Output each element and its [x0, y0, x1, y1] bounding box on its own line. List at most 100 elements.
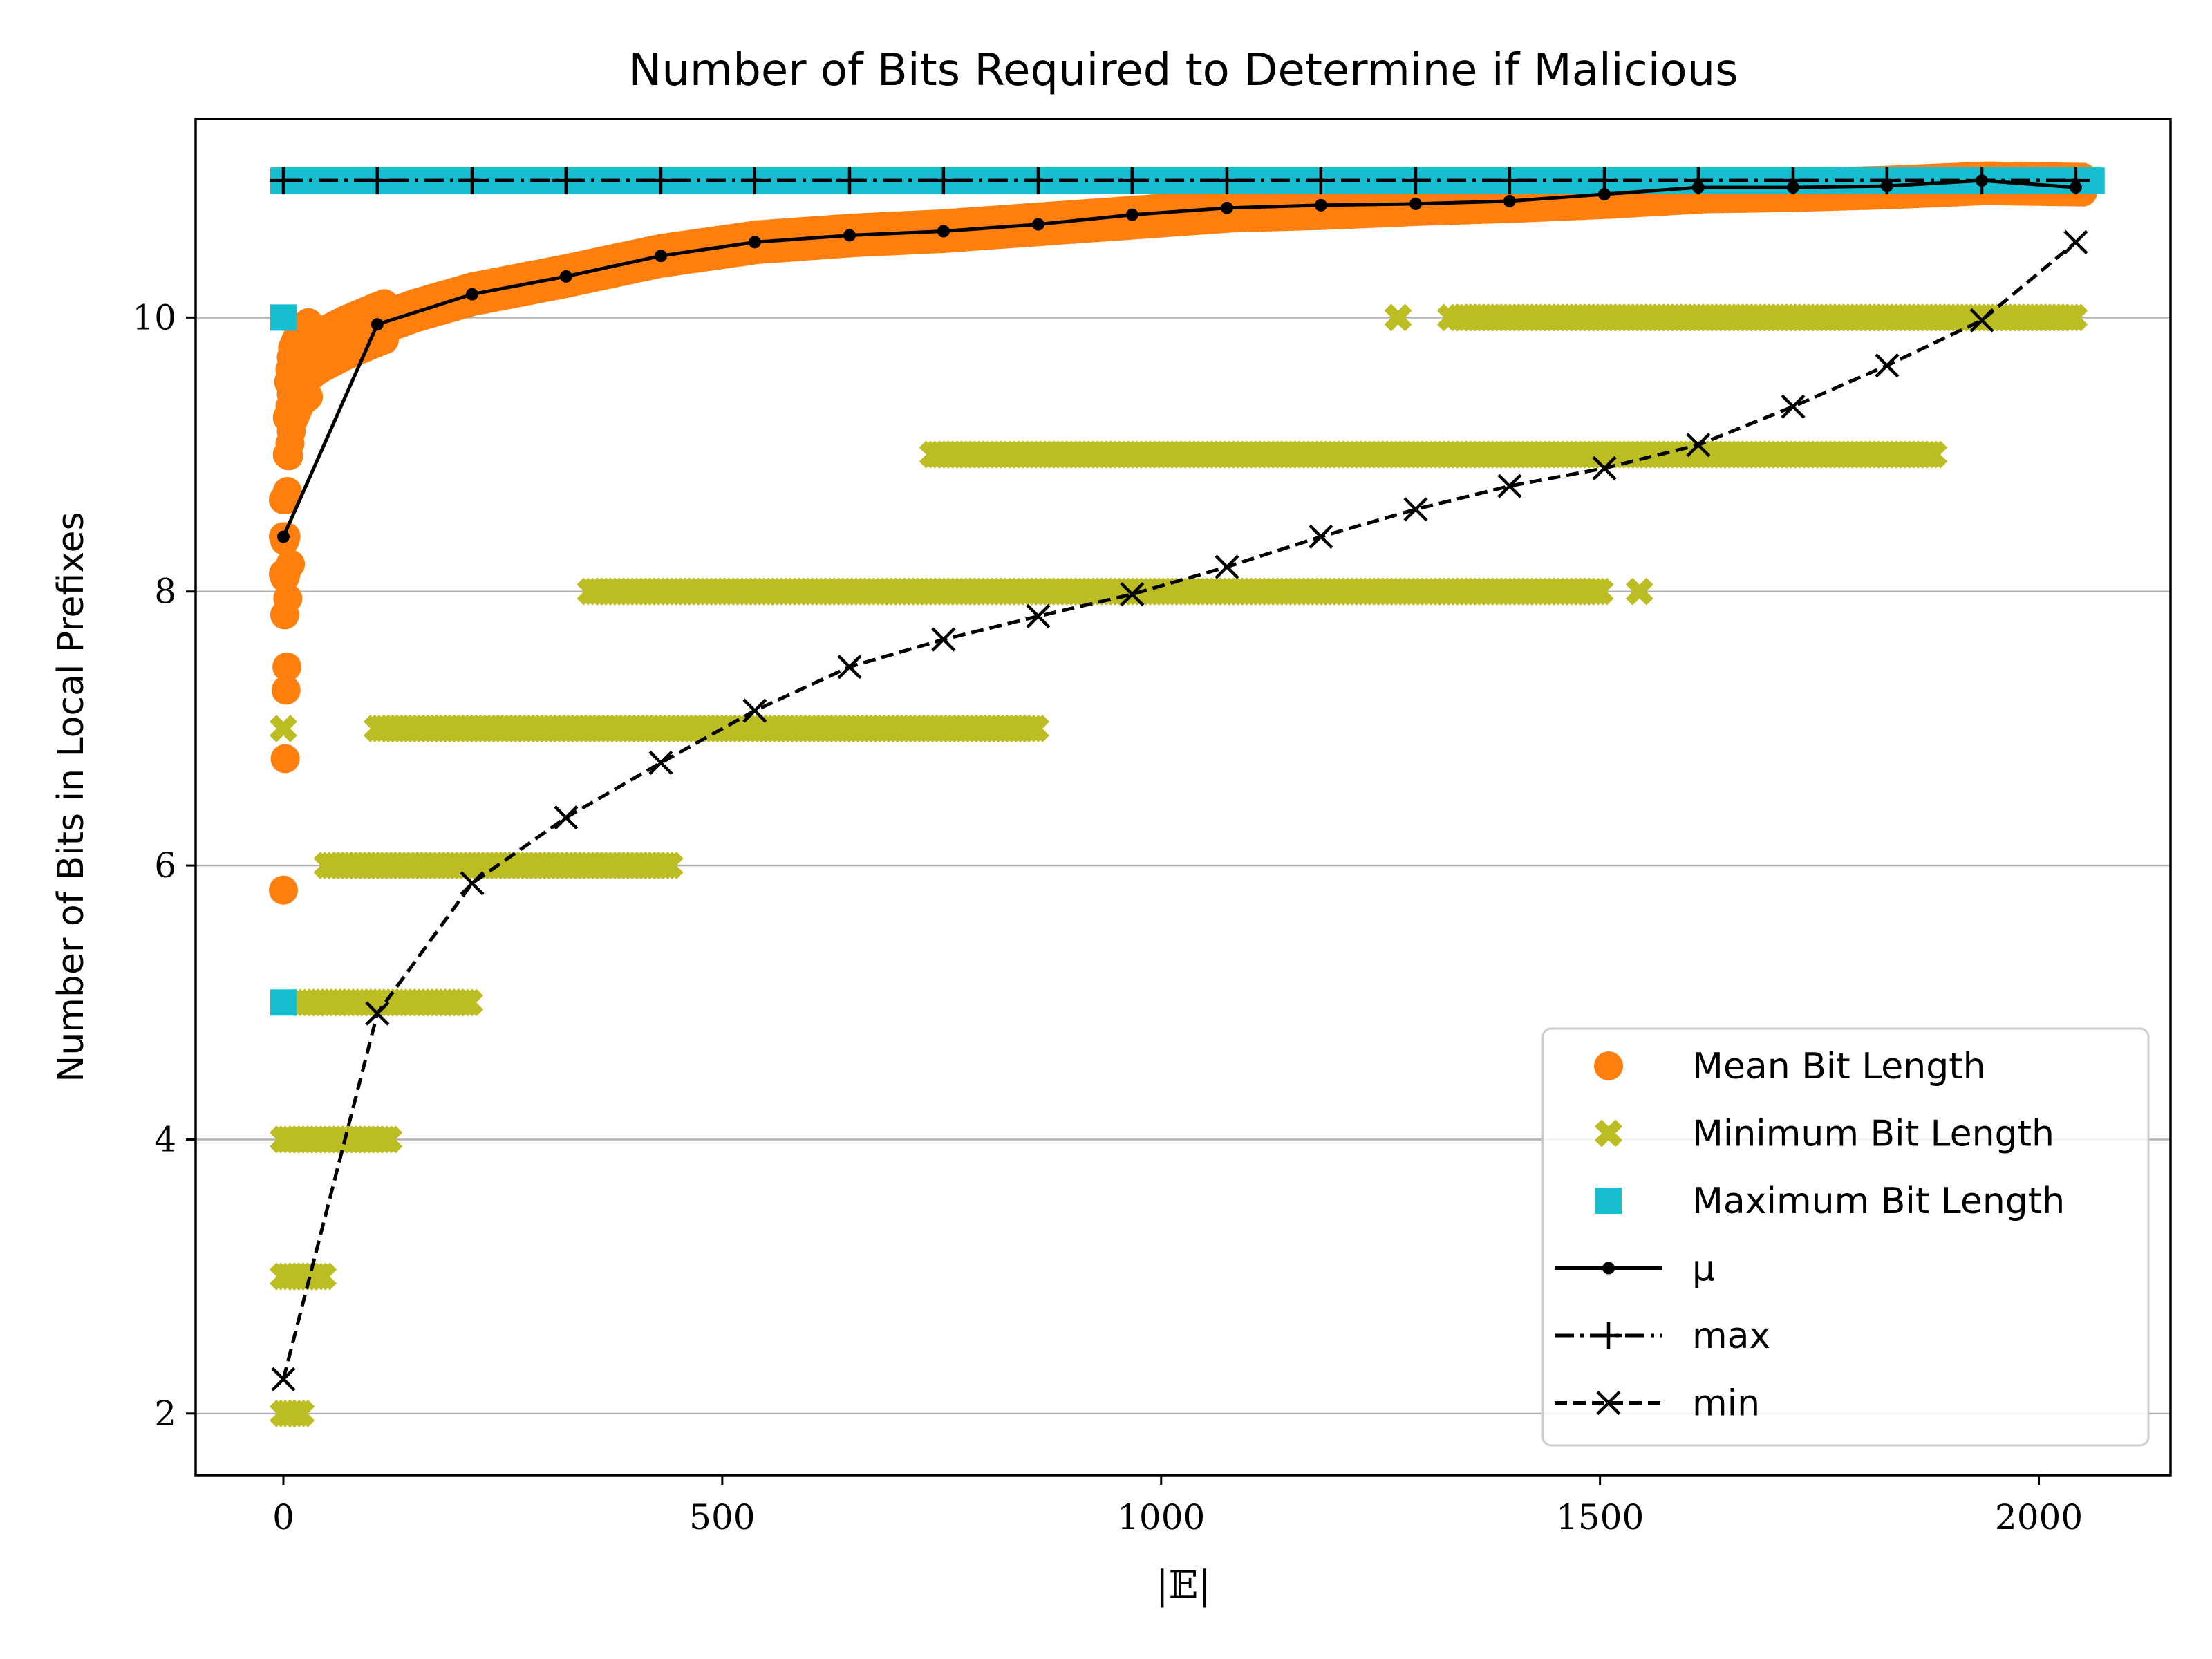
minimum-bit-length-point — [1436, 303, 1465, 332]
mu-marker — [371, 318, 384, 331]
minimum-bit-length-point — [1625, 577, 1653, 606]
min-marker — [837, 655, 862, 679]
max-marker — [1118, 167, 1146, 195]
x-axis-label: |𝔼| — [1156, 1563, 1211, 1608]
max-marker — [929, 167, 957, 195]
max-marker — [1968, 167, 1996, 195]
legend-maximum-label: Maximum Bit Length — [1692, 1181, 2065, 1222]
min-marker — [460, 871, 485, 896]
x-tick-label: 500 — [689, 1497, 755, 1537]
min-marker — [1026, 603, 1051, 628]
max-marker — [1590, 167, 1618, 195]
min-marker — [1215, 554, 1239, 579]
max-marker — [646, 167, 675, 195]
min-marker — [554, 805, 579, 830]
legend-minimum-swatch — [1595, 1119, 1622, 1147]
mu-marker — [1125, 208, 1138, 221]
x-tick-label: 2000 — [1995, 1497, 2083, 1537]
min-marker — [742, 698, 767, 723]
maximum-bit-length-series — [270, 167, 2105, 1016]
mean-bit-length-point — [272, 652, 302, 682]
mu-marker — [559, 270, 572, 283]
legend-maximum-swatch — [1595, 1188, 1622, 1214]
minimum-bit-length-point — [309, 1262, 337, 1291]
min-marker — [1781, 394, 1806, 419]
mu-marker — [1314, 198, 1327, 212]
y-tick-label: 10 — [132, 297, 176, 337]
x-tick-label: 1000 — [1117, 1497, 1205, 1537]
min-marker — [1309, 524, 1333, 550]
mu-marker — [465, 288, 478, 301]
mean-bit-length-point — [268, 875, 298, 905]
y-axis-label: Number of Bits in Local Prefixes — [50, 512, 92, 1082]
minimum-bit-length-point — [1586, 577, 1614, 606]
legend-mean-label: Mean Bit Length — [1692, 1046, 1986, 1087]
max-marker — [1401, 167, 1430, 195]
mu-marker — [1503, 194, 1516, 207]
minimum-bit-length-series — [270, 303, 2088, 1427]
legend: Mean Bit Length Minimum Bit Length Maximum… — [1541, 1027, 2150, 1447]
max-marker — [1306, 167, 1335, 195]
mu-marker — [843, 229, 856, 242]
mean-bit-length-point — [273, 583, 303, 613]
min-marker — [648, 750, 673, 776]
min-marker — [1875, 353, 1900, 378]
minimum-bit-length-point — [1022, 714, 1050, 742]
legend-box — [1541, 1027, 2150, 1447]
plot-frame — [194, 118, 2172, 1477]
mu-marker — [276, 530, 290, 543]
minimum-bit-length-point — [1384, 303, 1412, 332]
min-marker — [1403, 497, 1428, 522]
min-marker — [931, 627, 956, 652]
min-marker — [1686, 433, 1711, 458]
mean-bit-length-point — [276, 550, 306, 579]
min-marker — [1969, 308, 1994, 332]
mu-marker — [937, 225, 950, 238]
mu-line — [281, 178, 2077, 538]
chart-title: Number of Bits Required to Determine if … — [628, 45, 1738, 96]
max-marker — [552, 167, 580, 195]
min-marker — [2063, 229, 2088, 254]
y-tick-label: 8 — [154, 572, 176, 612]
legend-min-swatch-marker — [1596, 1390, 1621, 1416]
minimum-bit-length-point — [375, 1125, 403, 1154]
mu-marker — [748, 236, 761, 249]
min-line — [281, 241, 2077, 1380]
mu-marker — [1409, 197, 1422, 210]
max-marker — [1212, 167, 1241, 195]
max-marker — [1779, 167, 1807, 195]
legend-minimum-label: Minimum Bit Length — [1692, 1114, 2054, 1155]
x-tick-label: 1500 — [1556, 1497, 1644, 1537]
maximum-bit-length-point — [270, 304, 297, 331]
max-marker — [2061, 167, 2090, 195]
min-marker — [1497, 474, 1522, 498]
minimum-bit-length-point — [287, 1399, 315, 1427]
minimum-bit-length-point — [1902, 440, 1930, 469]
mean-bit-length-point — [270, 744, 300, 774]
summary-lines — [269, 167, 2090, 1391]
max-marker — [835, 167, 863, 195]
mu-marker — [1031, 218, 1044, 231]
minimum-bit-length-point — [270, 714, 297, 742]
max-marker — [1495, 167, 1524, 195]
legend-max-label: max — [1692, 1315, 1770, 1357]
minimum-bit-length-point — [2060, 303, 2088, 332]
y-tick-label: 4 — [154, 1119, 176, 1159]
legend-max-swatch-marker — [1595, 1322, 1622, 1349]
max-marker — [740, 167, 769, 195]
mean-bit-length-point — [271, 675, 301, 705]
max-marker — [458, 167, 486, 195]
x-tick-label: 0 — [272, 1497, 294, 1537]
legend-mu-label: μ — [1692, 1248, 1715, 1290]
legend-mean-swatch — [1594, 1051, 1623, 1080]
mu-marker — [654, 250, 667, 263]
max-marker — [269, 167, 297, 195]
min-marker — [365, 1001, 390, 1026]
y-tick-label: 2 — [154, 1394, 176, 1434]
legend-mu-swatch-marker — [1602, 1262, 1615, 1275]
mean-bit-length-point — [272, 477, 302, 507]
y-tick-label: 6 — [154, 845, 176, 885]
max-marker — [1684, 167, 1712, 195]
maximum-bit-length-point — [270, 989, 297, 1016]
mu-marker — [1220, 201, 1233, 214]
